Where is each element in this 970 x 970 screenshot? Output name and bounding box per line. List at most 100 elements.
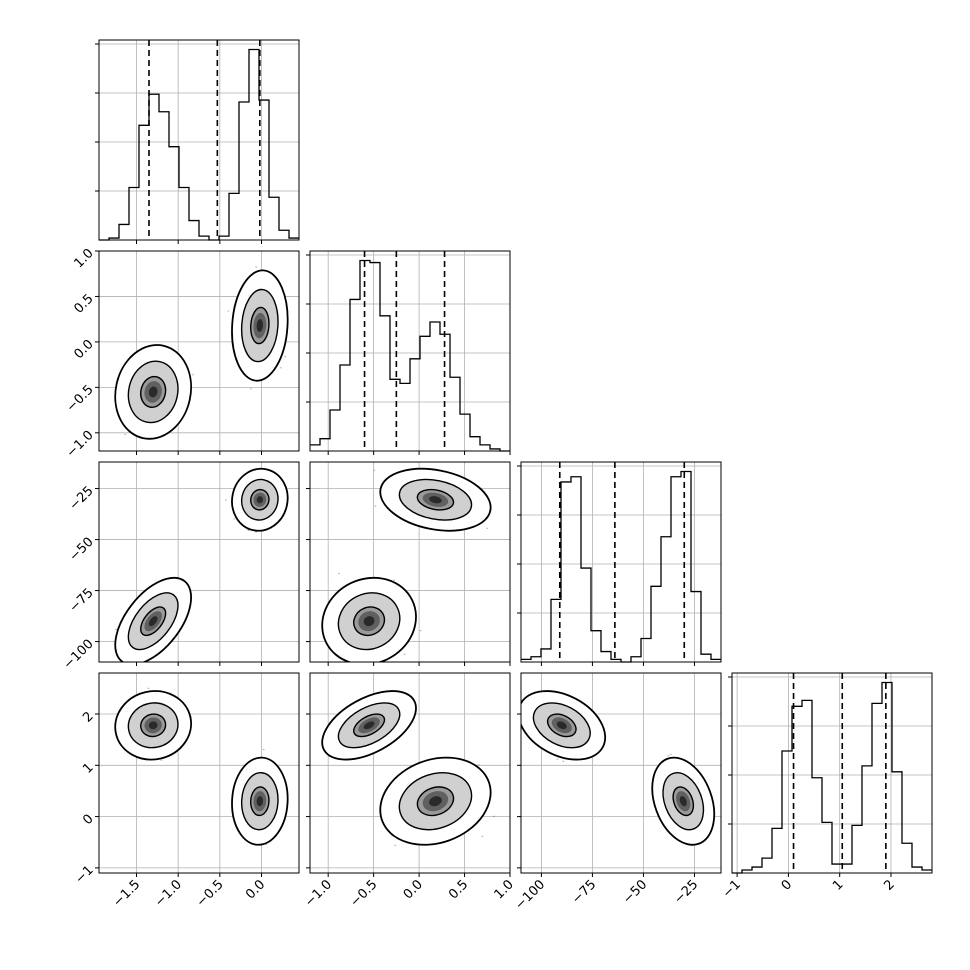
xtick-label-0-3: 0.0	[243, 877, 268, 902]
contour-1-0-1-2	[114, 344, 193, 440]
axes-frame-1-0	[98, 250, 300, 452]
xtick-label-1-0: −1.0	[302, 877, 335, 910]
ticks-layer: −1.5 −1.0 −0.5 0.0 −1.0 −0.5 0.0 0.5 1.0−100 −75−…	[61, 43, 898, 913]
density-3-0	[115, 691, 288, 845]
density-level-2-1-1-4	[363, 616, 375, 627]
contour-2-0-1-2	[114, 576, 193, 662]
contours-3-2	[521, 690, 716, 846]
density-2-0	[115, 468, 288, 662]
xtick-label-3-3: 2	[881, 877, 897, 893]
contour-2-0-0-1	[240, 478, 279, 521]
contour-3-2-1-1	[532, 702, 591, 749]
axes-frame-3-0	[98, 672, 300, 874]
contour-2-0-0-0	[250, 488, 270, 511]
contour-3-2-0-2	[651, 756, 716, 846]
contour-3-0-1-0	[140, 713, 167, 738]
axes-frame-3-1	[309, 672, 511, 874]
density-level-3-2-0-4	[679, 796, 687, 807]
contour-2-0-1-1	[127, 592, 179, 651]
contour-1-0-0-0	[250, 306, 270, 345]
axes-frame-1-1	[309, 250, 511, 452]
xtick-label-0-2: −0.5	[194, 877, 227, 910]
xtick-label-1-2: 0.0	[401, 877, 426, 902]
axes-frame-0-0	[98, 39, 300, 241]
contour-2-1-1-2	[321, 576, 417, 662]
contour-1-0-1-0	[140, 375, 167, 408]
density-layer	[115, 270, 715, 845]
histogram-3	[732, 681, 932, 874]
density-level-2-1-0-4	[429, 496, 442, 504]
ytick-label-1-4: 1.0	[71, 246, 96, 271]
density-1-0	[115, 270, 288, 439]
contour-3-1-1-0	[353, 713, 386, 738]
contour-3-2-1-2	[521, 690, 607, 761]
ytick-label-1-3: 0.5	[71, 292, 96, 317]
xtick-label-2-2: −50	[620, 877, 650, 907]
contour-2-1-0-0	[416, 488, 455, 511]
xtick-label-1-4: 1.0	[492, 877, 517, 902]
density-2-1	[322, 468, 491, 662]
contour-2-0-0-2	[231, 467, 289, 532]
xtick-label-2-1: −75	[569, 877, 599, 907]
xtick-label-2-3: −25	[671, 877, 701, 907]
density-level-2-0-1-4	[148, 616, 158, 627]
xtick-label-0-0: −1.5	[110, 877, 143, 910]
contour-2-1-0-1	[398, 478, 473, 521]
density-level-3-2-1-4	[556, 721, 567, 730]
density-3-2	[521, 691, 715, 845]
contours-3-1	[321, 690, 492, 846]
xtick-label-3-1: 0	[779, 877, 795, 893]
xtick-label-3-0: −1	[720, 877, 744, 901]
xtick-label-3-2: 1	[830, 877, 846, 893]
density-level-3-0-0-4	[256, 796, 264, 807]
axes-frame-2-2	[520, 461, 722, 663]
contour-3-2-0-0	[672, 786, 695, 817]
scatter-layer	[115, 266, 710, 846]
density-level-1-0-0-4	[256, 319, 264, 332]
contour-3-2-1-0	[546, 713, 577, 738]
density-level-1-0-1-4	[148, 386, 158, 398]
contour-2-1-1-0	[353, 606, 386, 637]
ytick-label-2-0: −100	[61, 637, 97, 673]
axes-frame-2-1	[309, 461, 511, 663]
ytick-label-3-0: −1	[72, 863, 96, 887]
contour-2-1-0-2	[379, 467, 492, 532]
contour-3-0-0-2	[231, 756, 289, 846]
xtick-label-2-0: −100	[512, 877, 548, 913]
contour-3-2-0-1	[662, 772, 705, 831]
axes-frame-3-2	[520, 672, 722, 874]
ytick-label-3-3: 2	[80, 709, 96, 725]
ytick-label-2-1: −75	[67, 586, 97, 616]
ytick-label-2-2: −50	[67, 535, 97, 565]
contour-layer	[114, 269, 716, 846]
contour-3-1-1-2	[321, 690, 417, 761]
density-level-3-0-1-4	[148, 721, 158, 730]
xtick-label-0-1: −1.0	[152, 877, 185, 910]
contour-3-0-1-2	[114, 690, 193, 761]
xtick-label-1-3: 0.5	[446, 877, 471, 902]
density-level-2-0-0-4	[256, 496, 264, 504]
xtick-label-1-1: −0.5	[348, 877, 381, 910]
contour-3-1-1-1	[337, 702, 401, 749]
contour-1-0-0-2	[231, 269, 289, 382]
contour-3-0-1-1	[127, 702, 179, 749]
grid-layer	[99, 40, 932, 873]
axes-frame-3-3	[731, 672, 933, 874]
contours-3-0	[114, 690, 289, 846]
ytick-label-3-1: 0	[80, 812, 96, 828]
contour-3-1-0-0	[416, 786, 455, 817]
contour-3-0-0-1	[240, 772, 279, 831]
ytick-label-1-0: −1.0	[64, 428, 97, 461]
axes-frame-2-0	[98, 461, 300, 663]
contour-3-1-0-2	[379, 756, 492, 846]
contour-2-0-1-0	[140, 606, 167, 637]
histogram-2	[521, 470, 721, 663]
histogram-layer	[99, 40, 932, 874]
ytick-label-1-1: −0.5	[64, 382, 97, 415]
contours-2-0	[114, 467, 289, 662]
contour-1-0-0-1	[240, 288, 279, 363]
contour-3-0-0-0	[250, 786, 270, 817]
histogram-1	[310, 259, 510, 452]
ytick-label-1-2: 0.0	[71, 337, 96, 362]
